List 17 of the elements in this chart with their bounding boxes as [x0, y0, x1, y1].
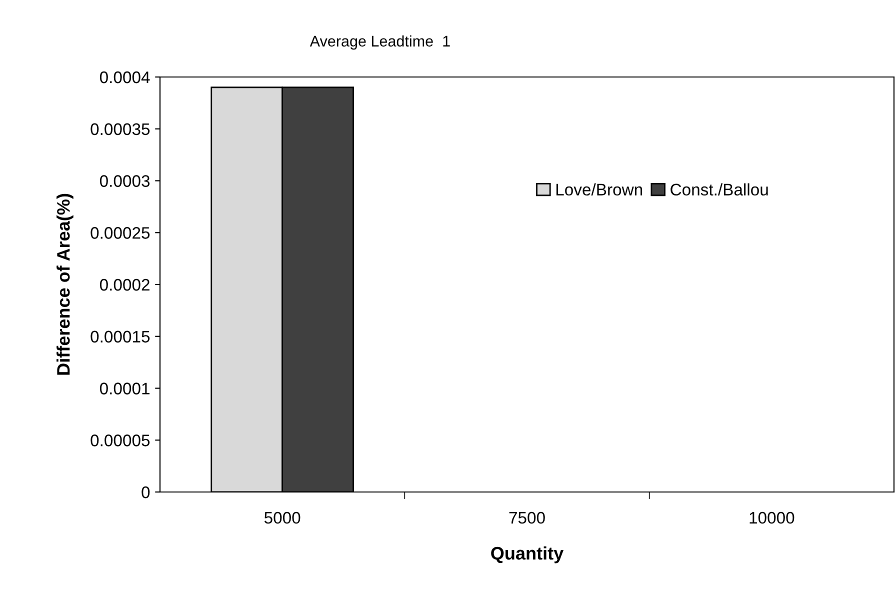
y-tick-label: 0.0004	[100, 71, 150, 84]
x-tick-label: 7500	[509, 512, 545, 524]
y-tick-label: 0.00025	[90, 227, 150, 239]
y-tick-label: 0	[142, 486, 150, 498]
y-tick-label: 0.0003	[100, 175, 150, 187]
y-tick-label: 0.00015	[90, 330, 150, 343]
legend-label: Love/Brown	[556, 183, 642, 196]
x-tick-label: 10000	[750, 512, 794, 524]
legend-label: Const./Ballou	[670, 183, 768, 196]
y-tick-label: 0.00035	[90, 123, 150, 136]
chart-title: Average Leadtime 1	[310, 35, 450, 50]
x-axis-title: Quantity	[491, 546, 564, 564]
y-axis-title: Difference of Area(%)	[56, 194, 74, 375]
y-tick-label: 0.0001	[100, 382, 150, 394]
x-tick-label: 5000	[264, 512, 300, 524]
y-tick-label: 0.0002	[100, 278, 150, 291]
y-tick-label: 0.00005	[90, 434, 150, 446]
